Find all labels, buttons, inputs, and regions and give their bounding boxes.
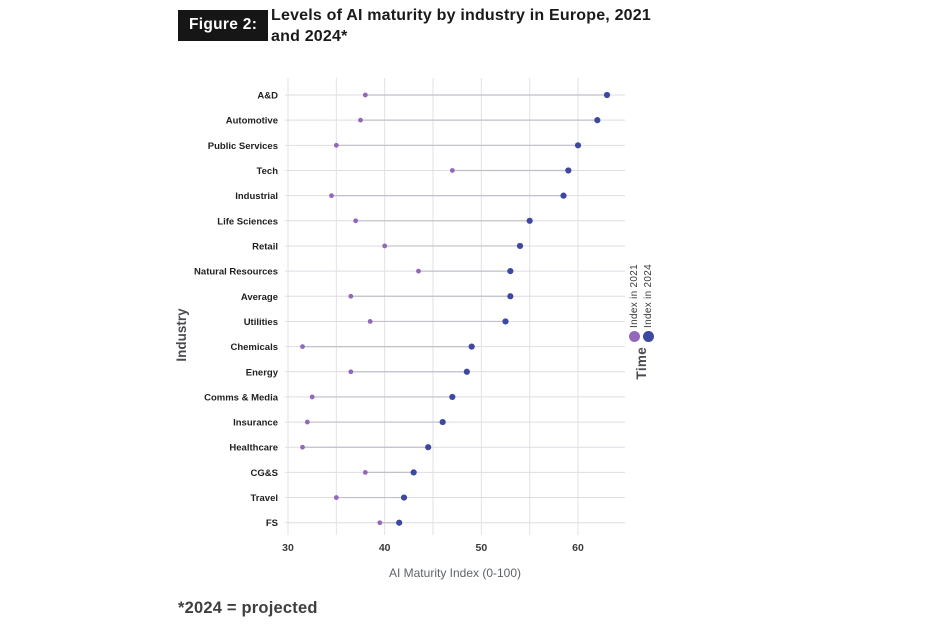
dot-2024	[410, 469, 417, 476]
legend-label-2024: Index in 2024	[642, 264, 654, 328]
dot-2021	[358, 117, 363, 123]
legend-entries: Index in 2021 Index in 2024	[628, 264, 654, 342]
dot-2024	[468, 343, 475, 350]
category-label: Insurance	[233, 418, 278, 429]
dot-2021	[348, 369, 354, 375]
dot-2024	[565, 167, 572, 174]
dot-2024	[502, 318, 509, 325]
dot-2024	[526, 217, 533, 224]
dot-2024	[439, 418, 446, 426]
category-label: Natural Resources	[194, 267, 278, 278]
dot-2024	[507, 293, 514, 300]
dot-2021	[449, 168, 455, 173]
footnote: *2024 = projected	[178, 599, 318, 617]
dumbbell-chart: A&D Automotive Public Services Tech Industri…	[174, 78, 625, 580]
x-tick-label: 40	[379, 542, 391, 554]
dot-2021	[300, 344, 305, 349]
dot-2021	[362, 470, 368, 475]
category-label: Public Services	[208, 141, 278, 152]
x-axis-title: AI Maturity Index (0-100)	[389, 566, 521, 580]
x-tick-label: 30	[282, 542, 294, 554]
legend-entry-2024: Index in 2024	[642, 264, 654, 342]
category-label: Tech	[257, 166, 279, 177]
dot-2021	[300, 444, 305, 450]
figure-badge: Figure 2:	[178, 10, 269, 41]
dot-2024	[463, 368, 470, 375]
dot-2021	[348, 293, 354, 299]
dot-2024	[560, 192, 567, 199]
dot-2021	[333, 495, 339, 500]
dot-2024	[425, 444, 432, 451]
category-label: FS	[266, 518, 278, 529]
dot-2024	[507, 268, 514, 275]
legend-label-2021: Index in 2021	[628, 264, 640, 328]
category-label: Travel	[251, 493, 278, 504]
dot-2021	[377, 520, 383, 526]
dot-2021	[382, 243, 388, 249]
category-label: Utilities	[244, 317, 278, 328]
category-label: A&D	[257, 91, 278, 102]
dot-2021	[367, 319, 373, 324]
dot-2021	[333, 142, 339, 148]
legend-dot-2021-icon	[628, 330, 640, 342]
legend-title: Time	[633, 346, 649, 380]
category-label: Energy	[246, 367, 279, 378]
dot-2024	[603, 91, 611, 99]
x-tick-label: 60	[572, 542, 584, 554]
category-label: Average	[241, 292, 278, 303]
dot-2024	[400, 494, 408, 501]
category-label: Retail	[252, 241, 278, 252]
dot-2024	[449, 393, 456, 401]
category-label: CG&S	[251, 468, 278, 479]
dot-2024	[516, 242, 524, 250]
category-label: Industrial	[235, 191, 278, 202]
dot-2021	[329, 193, 334, 199]
dot-2021	[362, 92, 368, 98]
category-label: Comms & Media	[204, 392, 279, 403]
dot-2024	[574, 142, 582, 149]
category-label: Life Sciences	[217, 216, 278, 227]
dot-2021	[304, 419, 310, 425]
y-axis-title: Industry	[174, 308, 189, 362]
dot-2021	[416, 268, 421, 274]
dot-2024	[396, 519, 403, 526]
dot-2021	[309, 394, 315, 400]
x-tick-label: 50	[475, 542, 487, 554]
figure-title: Levels of AI maturity by industry in Eur…	[271, 7, 651, 45]
dot-2024	[594, 117, 601, 124]
category-label: Healthcare	[229, 443, 278, 454]
dot-2021	[353, 218, 359, 224]
chart-legend: Index in 2021 Index in 2024 Time	[621, 264, 661, 379]
legend-entry-2021: Index in 2021	[628, 264, 640, 342]
category-label: Chemicals	[230, 342, 278, 353]
category-label: Automotive	[226, 116, 278, 127]
legend-dot-2024-icon	[642, 330, 654, 342]
